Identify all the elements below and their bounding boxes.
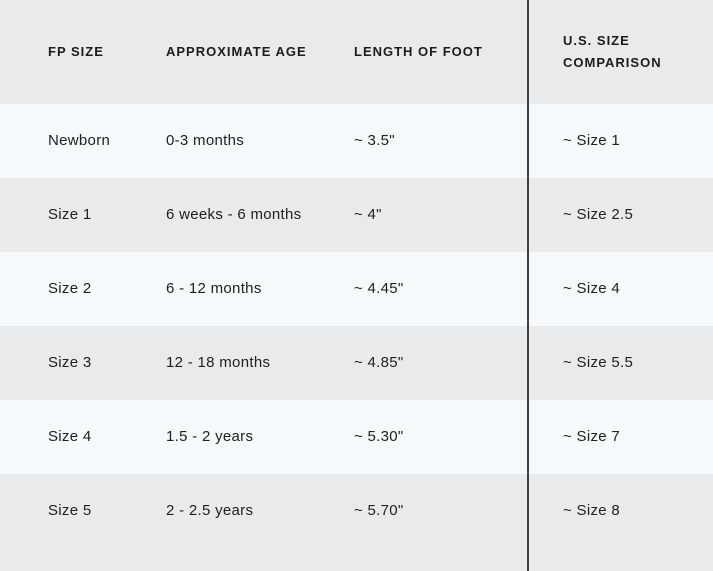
cell-approximate-age: 6 weeks - 6 months xyxy=(166,206,302,224)
column-divider-line xyxy=(527,0,529,571)
header-approximate-age: APPROXIMATE AGE xyxy=(166,43,307,59)
cell-us-size-comparison: ~ Size 8 xyxy=(563,502,621,520)
table-row: Size 3 12 - 18 months ~ 4.85" ~ Size 5.5 xyxy=(0,326,713,400)
table-row: Size 2 6 - 12 months ~ 4.45" ~ Size 4 xyxy=(0,252,713,326)
table-header-row: FP SIZE APPROXIMATE AGE LENGTH OF FOOT U… xyxy=(0,0,713,104)
cell-us-size-comparison: ~ Size 4 xyxy=(563,280,621,298)
table-row: Newborn 0-3 months ~ 3.5" ~ Size 1 xyxy=(0,104,713,178)
table-row: Size 1 6 weeks - 6 months ~ 4" ~ Size 2.… xyxy=(0,178,713,252)
cell-fp-size: Size 4 xyxy=(48,428,92,446)
header-us-size-comparison: U.S. SIZE COMPARISON xyxy=(563,32,662,70)
cell-approximate-age: 0-3 months xyxy=(166,132,245,150)
cell-fp-size: Size 5 xyxy=(48,502,92,520)
cell-length-of-foot: ~ 5.30" xyxy=(354,428,404,446)
cell-length-of-foot: ~ 4.45" xyxy=(354,280,404,298)
header-fp-size: FP SIZE xyxy=(48,43,104,59)
cell-approximate-age: 1.5 - 2 years xyxy=(166,428,254,446)
cell-fp-size: Newborn xyxy=(48,132,111,150)
cell-approximate-age: 2 - 2.5 years xyxy=(166,502,254,520)
cell-us-size-comparison: ~ Size 5.5 xyxy=(563,354,634,372)
header-length-of-foot: LENGTH OF FOOT xyxy=(354,43,483,59)
cell-us-size-comparison: ~ Size 1 xyxy=(563,132,621,150)
table-row: Size 5 2 - 2.5 years ~ 5.70" ~ Size 8 xyxy=(0,474,713,548)
cell-length-of-foot: ~ 4" xyxy=(354,206,382,224)
cell-fp-size: Size 3 xyxy=(48,354,92,372)
cell-length-of-foot: ~ 5.70" xyxy=(354,502,404,520)
cell-length-of-foot: ~ 4.85" xyxy=(354,354,404,372)
cell-fp-size: Size 1 xyxy=(48,206,92,224)
cell-approximate-age: 12 - 18 months xyxy=(166,354,271,372)
cell-us-size-comparison: ~ Size 2.5 xyxy=(563,206,634,224)
cell-approximate-age: 6 - 12 months xyxy=(166,280,262,298)
cell-length-of-foot: ~ 3.5" xyxy=(354,132,395,150)
cell-us-size-comparison: ~ Size 7 xyxy=(563,428,621,446)
cell-fp-size: Size 2 xyxy=(48,280,92,298)
table-row: Size 4 1.5 - 2 years ~ 5.30" ~ Size 7 xyxy=(0,400,713,474)
